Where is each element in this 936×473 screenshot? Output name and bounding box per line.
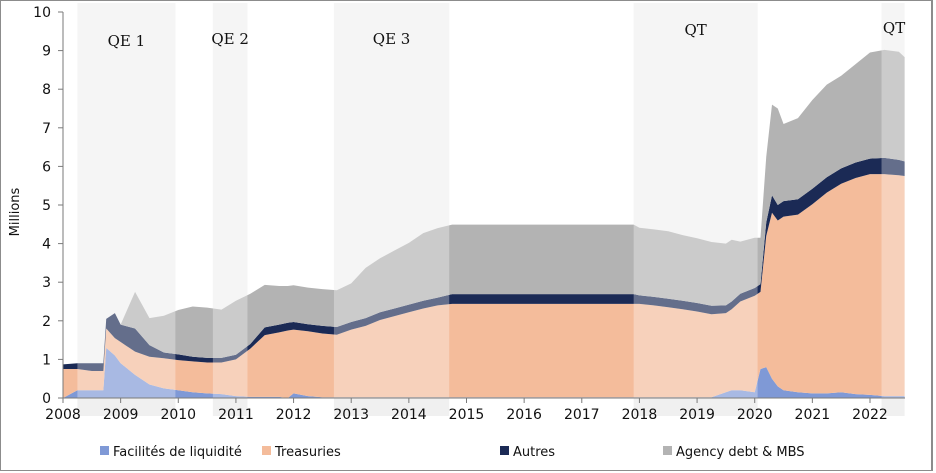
shaded-overlay-2 <box>333 3 450 398</box>
x-tick-label: 2016 <box>506 407 542 423</box>
x-tick-label: 2013 <box>333 407 369 423</box>
legend-swatch <box>500 446 509 455</box>
y-tick-label: 9 <box>42 44 51 60</box>
x-tick-label: 2008 <box>45 407 81 423</box>
x-tick-label: 2021 <box>795 407 831 423</box>
x-tick-label: 2010 <box>160 407 196 423</box>
y-tick-label: 10 <box>33 5 51 21</box>
period-labels: QE 1 QE 2 QE 3 QT QT <box>108 19 906 50</box>
y-tick-label: 5 <box>42 198 51 214</box>
legend-swatch <box>262 446 271 455</box>
x-tick-label: 2011 <box>218 407 254 423</box>
area-treasuries <box>63 174 905 398</box>
y-tick-label: 4 <box>42 237 51 253</box>
x-tick-label: 2009 <box>103 407 139 423</box>
area-autres <box>63 157 905 371</box>
x-tick-label: 2019 <box>679 407 715 423</box>
y-tick-label: 2 <box>42 314 51 330</box>
shaded-overlay-3 <box>633 3 758 398</box>
y-tick-label: 0 <box>42 391 51 407</box>
period-label: QT <box>684 21 706 39</box>
y-tick-label: 6 <box>42 159 51 175</box>
y-tick-label: 7 <box>42 121 51 137</box>
period-label: QT <box>883 19 905 37</box>
period-label: QE 3 <box>373 30 411 48</box>
shaded-overlay-0 <box>77 3 176 398</box>
shaded-overlay-1 <box>212 3 248 398</box>
y-axis-title: Millions <box>8 187 23 236</box>
x-tick-label: 2017 <box>564 407 600 423</box>
legend-label: Autres <box>513 445 555 460</box>
legend-swatch <box>663 446 672 455</box>
stacked-areas <box>63 49 905 398</box>
legend-label: Facilités de liquidité <box>113 445 242 460</box>
y-tick-label: 3 <box>42 275 51 291</box>
x-tick-label: 2015 <box>449 407 485 423</box>
area-agency-debt-mbs <box>63 49 905 365</box>
area-facilit-s-de-liquidit- <box>63 347 905 398</box>
shaded-period-overlays <box>77 3 905 398</box>
x-tick-label: 2020 <box>737 407 773 423</box>
x-tick-label: 2018 <box>622 407 658 423</box>
legend: Facilités de liquidité Treasuries Autres Ag… <box>100 445 805 460</box>
shaded-overlay-4 <box>881 3 905 398</box>
x-tick-label: 2012 <box>276 407 312 423</box>
y-tick-label: 1 <box>42 352 51 368</box>
legend-swatch <box>100 446 109 455</box>
y-tick-label: 8 <box>42 82 51 98</box>
legend-label: Treasuries <box>274 445 341 460</box>
x-tick-label: 2014 <box>391 407 427 423</box>
x-tick-label: 2022 <box>852 407 888 423</box>
legend-label: Agency debt & MBS <box>676 445 805 460</box>
period-label: QE 2 <box>211 30 249 48</box>
axes: 0 1 2 3 4 5 6 7 8 9 10 2008 2009 2010 2011 2012 2013 2014… <box>33 5 905 423</box>
period-label: QE 1 <box>108 32 146 50</box>
